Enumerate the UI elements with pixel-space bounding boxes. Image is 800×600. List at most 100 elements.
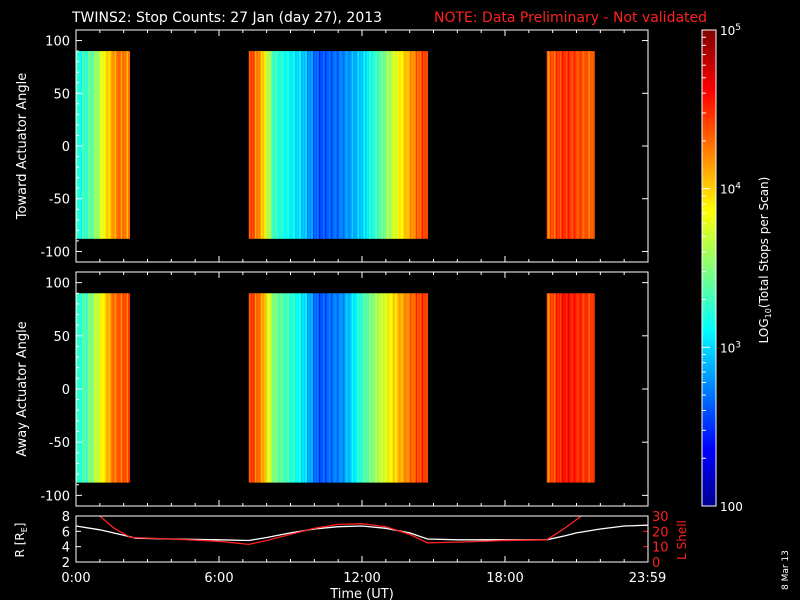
heatmap-column [551, 293, 554, 483]
heatmap-column [284, 51, 287, 239]
heatmap-column [260, 293, 263, 483]
heatmap-column [546, 51, 549, 239]
heatmap-column [400, 293, 403, 483]
colorbar-ticks: 105 104 103 100 [702, 23, 743, 514]
heatmap-column [321, 293, 324, 483]
heatmap-column [107, 51, 110, 239]
heatmap-column [372, 51, 375, 239]
heatmap-column [83, 51, 86, 239]
heatmap-column [77, 51, 80, 239]
heatmap-column [572, 293, 574, 483]
heatmap-column [390, 293, 393, 483]
heatmap-column [275, 51, 278, 239]
heatmap-column [324, 51, 327, 239]
heatmap-column [351, 293, 354, 483]
heatmap-column [120, 51, 123, 239]
heatmap-column [388, 293, 391, 483]
heatmap-column [317, 293, 320, 483]
heatmap-column [265, 293, 268, 483]
x-tick-label: 0:00 [61, 571, 90, 586]
heatmap-column [423, 51, 425, 239]
heatmap-column [555, 293, 558, 483]
heatmap-column [125, 51, 128, 239]
heatmap-column [266, 293, 269, 483]
heatmap-column [296, 51, 299, 239]
heatmap-column [402, 293, 405, 483]
heatmap-column [254, 51, 257, 239]
heatmap-column [315, 293, 318, 483]
heatmap-column [87, 293, 90, 483]
colorbar-gradient [702, 30, 716, 506]
colorbar-tick-label: 105 [720, 23, 741, 38]
heatmap-column [385, 293, 388, 483]
heatmap-column [314, 293, 317, 483]
heatmap-column [339, 293, 342, 483]
heatmap-column [311, 51, 314, 239]
heatmap-column [95, 293, 98, 483]
heatmap-column [308, 51, 311, 239]
heatmap-column [575, 293, 577, 483]
heatmap-column [263, 51, 266, 239]
heatmap-column [329, 293, 332, 483]
heatmap-column [589, 51, 592, 239]
heatmap-column [274, 51, 276, 239]
heatmap-column [588, 293, 591, 483]
heatmap-column [409, 293, 412, 483]
heatmap-column [426, 293, 428, 483]
heatmap-column [287, 293, 290, 483]
heatmap-column [300, 51, 303, 239]
heatmap-column [394, 51, 397, 239]
heatmap-column [591, 51, 594, 239]
heatmap-column [347, 51, 349, 239]
heatmap-column [119, 293, 122, 483]
heatmap-column [564, 293, 567, 483]
heatmap-column [111, 293, 114, 483]
heatmap-column [403, 293, 406, 483]
heatmap-column [306, 293, 309, 483]
heatmap-column [420, 51, 422, 239]
heatmap-column [128, 293, 131, 483]
heatmap-column [549, 293, 552, 483]
heatmap-column [283, 51, 285, 239]
heatmap-column [381, 293, 384, 483]
heatmap-column [415, 51, 418, 239]
heatmap-column [592, 293, 595, 483]
heatmap-column [397, 51, 400, 239]
heatmap-column [363, 51, 366, 239]
heatmap-column [332, 293, 335, 483]
heatmap-column [592, 51, 595, 239]
heatmap-column [89, 51, 92, 239]
heatmap-column [77, 293, 80, 483]
heatmap-column [266, 51, 269, 239]
heatmap-column [382, 293, 385, 483]
heatmap-column [290, 293, 293, 483]
heatmap-column [119, 51, 122, 239]
heatmap-column [123, 293, 126, 483]
heatmap-column [339, 51, 342, 239]
heatmap-column [412, 51, 415, 239]
heatmap-column [80, 51, 83, 239]
heatmap-column [113, 51, 116, 239]
heatmap-column [558, 51, 561, 239]
heatmap-column [424, 51, 427, 239]
heatmap-column [335, 51, 338, 239]
y-tick-label: -50 [49, 436, 70, 451]
panel-away: 100 50 0 -50 -100 Away Actuator Angle [15, 271, 649, 507]
heatmap-column [363, 293, 366, 483]
heatmap-column [299, 51, 302, 239]
heatmap-column [417, 51, 419, 239]
heatmap-column [423, 293, 425, 483]
heatmap-column [379, 293, 382, 483]
heatmap-column [102, 293, 105, 483]
heatmap-column [333, 293, 336, 483]
heatmap-column [289, 51, 291, 239]
heatmap-column [549, 51, 552, 239]
heatmap-column [290, 51, 293, 239]
heatmap-column [326, 293, 329, 483]
heatmap-column [554, 293, 557, 483]
heatmap-column [114, 51, 117, 239]
x-axis-label: Time (UT) [329, 587, 394, 600]
heatmap-column [400, 51, 403, 239]
